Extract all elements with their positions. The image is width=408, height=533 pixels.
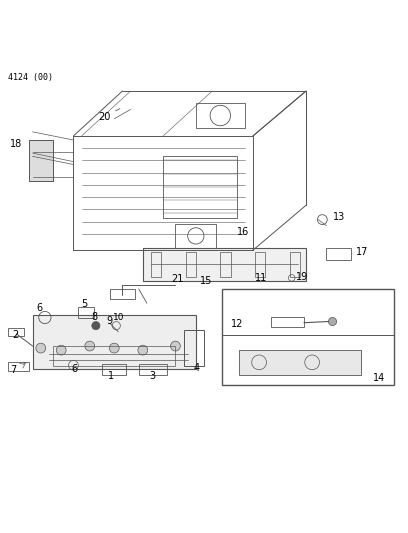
Bar: [8, 328, 24, 336]
Bar: [29, 140, 53, 181]
Text: 6: 6: [37, 303, 43, 313]
Text: 6: 6: [71, 364, 78, 374]
Circle shape: [171, 341, 180, 351]
Bar: [290, 252, 300, 277]
Text: 19: 19: [296, 271, 308, 281]
Text: 7: 7: [10, 366, 16, 375]
Bar: [78, 308, 94, 318]
Text: 4124 (00): 4124 (00): [8, 72, 53, 82]
Bar: [110, 289, 135, 299]
Text: 14: 14: [373, 373, 386, 383]
Text: 9: 9: [106, 316, 112, 326]
Bar: [143, 248, 306, 281]
Bar: [53, 346, 175, 367]
Text: 13: 13: [333, 212, 345, 222]
Text: 20: 20: [98, 109, 120, 122]
Text: 18: 18: [10, 139, 22, 149]
Text: 11: 11: [255, 273, 267, 283]
Text: 8: 8: [91, 312, 97, 322]
Text: 5: 5: [82, 300, 88, 309]
Text: 17: 17: [356, 247, 368, 257]
Text: 12: 12: [231, 319, 243, 329]
Bar: [255, 252, 265, 277]
Bar: [102, 365, 126, 375]
Text: 16: 16: [237, 227, 249, 237]
Circle shape: [36, 343, 46, 353]
Bar: [8, 362, 29, 370]
Text: 21: 21: [171, 274, 184, 284]
Text: 3: 3: [149, 370, 155, 381]
Text: 1: 1: [108, 370, 114, 381]
Bar: [326, 248, 351, 261]
Bar: [151, 252, 161, 277]
Text: 4: 4: [194, 362, 200, 373]
Bar: [163, 156, 237, 217]
Bar: [139, 365, 167, 375]
Bar: [186, 252, 196, 277]
Circle shape: [56, 345, 66, 355]
Circle shape: [92, 321, 100, 330]
Bar: [220, 252, 231, 277]
Circle shape: [109, 343, 119, 353]
Text: 15: 15: [200, 276, 212, 286]
Bar: [222, 289, 394, 385]
Bar: [33, 316, 196, 368]
Circle shape: [85, 341, 95, 351]
Bar: [271, 317, 304, 327]
Text: 2: 2: [12, 330, 18, 340]
Bar: [196, 103, 245, 128]
Bar: [184, 330, 204, 367]
Circle shape: [138, 345, 148, 355]
Bar: [239, 350, 361, 375]
Text: 10: 10: [113, 312, 125, 321]
Circle shape: [328, 318, 337, 326]
Bar: [175, 224, 216, 248]
